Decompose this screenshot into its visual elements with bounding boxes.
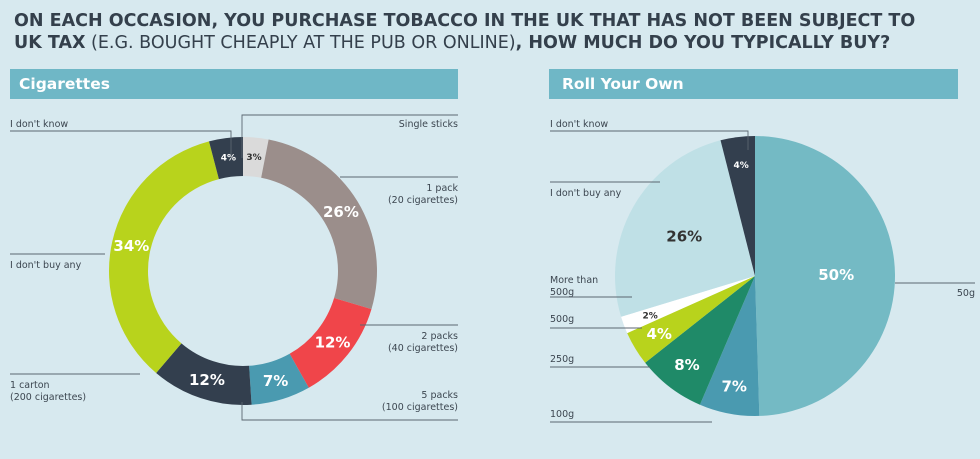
slice-500g <box>627 276 755 363</box>
category-label: 100g <box>550 409 574 420</box>
slice-100g <box>699 276 760 417</box>
category-label: (100 cigarettes) <box>382 402 458 413</box>
pct-label: 12% <box>315 334 351 352</box>
slice-50g <box>755 136 896 416</box>
category-label: More than <box>550 275 598 286</box>
slice-2-packs <box>289 298 372 388</box>
title-part-4: , HOW MUCH DO YOU TYPICALLY BUY? <box>515 33 891 53</box>
title-part-2: UK TAX <box>14 33 86 53</box>
category-label: 1 carton <box>10 380 50 391</box>
pct-label: 7% <box>721 377 746 395</box>
category-label: (20 cigarettes) <box>388 195 458 206</box>
category-label: (40 cigarettes) <box>388 343 458 354</box>
slice-1-carton <box>156 343 252 405</box>
slice-i-don-t-buy-any <box>615 140 755 317</box>
ryo-banner: Roll Your Own <box>549 69 958 99</box>
pct-label: 2% <box>642 311 657 321</box>
category-label: 500g <box>550 287 574 298</box>
category-label: 500g <box>550 314 574 325</box>
category-label: Single sticks <box>399 119 458 130</box>
category-label: (200 cigarettes) <box>10 392 86 403</box>
pct-label: 26% <box>666 227 702 245</box>
category-label: 250g <box>550 354 574 365</box>
pct-label: 8% <box>674 356 699 374</box>
leader-line <box>241 114 458 158</box>
category-label: I don't buy any <box>550 188 622 199</box>
slice-i-don-t-know <box>209 137 243 180</box>
title-part-3: (E.G. BOUGHT CHEAPLY AT THE PUB OR ONLIN… <box>85 33 516 53</box>
pct-label: 4% <box>733 161 748 171</box>
pct-label: 34% <box>113 237 149 255</box>
title-part-1: ON EACH OCCASION, YOU PURCHASE TOBACCO I… <box>14 11 916 31</box>
pct-label: 7% <box>263 372 288 390</box>
slice-i-don-t-know <box>720 136 755 276</box>
pct-label: 4% <box>221 154 236 164</box>
pct-label: 26% <box>323 203 359 221</box>
category-label: I don't know <box>550 119 608 130</box>
slice-1-pack <box>261 139 377 310</box>
pct-label: 3% <box>246 153 261 163</box>
leader-line <box>241 402 458 421</box>
ryo-pie: 50%7%8%4%2%26%4% <box>615 136 896 417</box>
slice-single-sticks <box>243 137 269 178</box>
leader-line <box>10 130 232 158</box>
category-label: I don't know <box>10 119 68 130</box>
category-label: 1 pack <box>426 183 458 194</box>
cigarettes-chart-title: Cigarettes <box>19 75 110 93</box>
category-label: 2 packs <box>421 331 458 342</box>
pct-label: 50% <box>818 266 854 284</box>
leader-line <box>550 130 749 150</box>
slice-i-don-t-buy-any <box>109 141 219 374</box>
category-label: I don't buy any <box>10 260 82 271</box>
page-title: ON EACH OCCASION, YOU PURCHASE TOBACCO I… <box>14 10 974 54</box>
pct-label: 4% <box>646 325 671 343</box>
category-label: 50g <box>957 288 975 299</box>
category-label: 5 packs <box>421 390 458 401</box>
cigarettes-banner: Cigarettes <box>10 69 458 99</box>
ryo-chart-title: Roll Your Own <box>562 75 684 93</box>
slice-5-packs <box>249 353 309 405</box>
pct-label: 12% <box>189 371 225 389</box>
slice-more-than-500g <box>621 276 755 334</box>
cigarettes-donut: 3% 26% 12% 7% 12% 34% 4% <box>109 137 377 405</box>
slice-250g <box>645 276 755 405</box>
